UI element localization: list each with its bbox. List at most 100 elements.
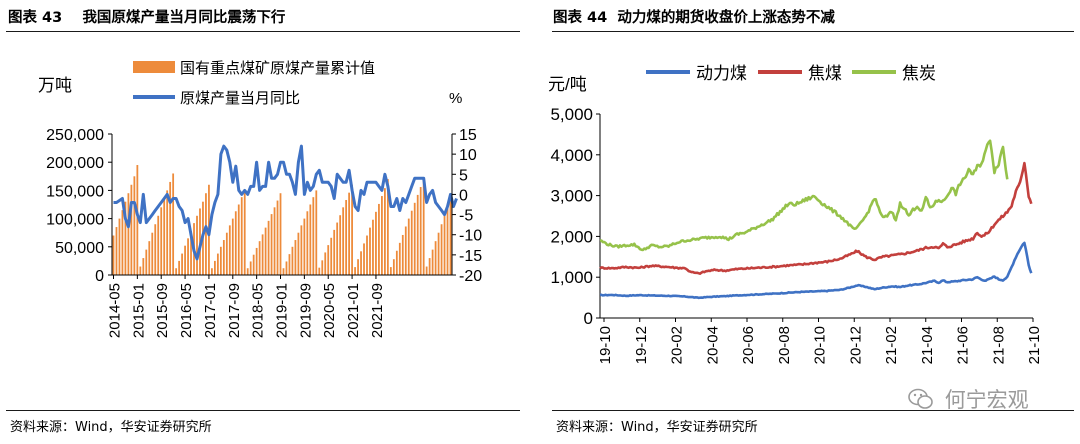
bar-mark <box>416 194 419 275</box>
x-tick-label: 2015-09 <box>154 283 171 338</box>
bar-mark <box>315 190 318 275</box>
bar-mark <box>428 258 431 275</box>
bar-mark <box>389 267 392 275</box>
bar-mark <box>375 211 377 275</box>
y-tick-label: 4,000 <box>550 146 593 165</box>
bar-mark <box>437 232 440 275</box>
right-y-tick-label: 15 <box>459 127 477 144</box>
bar-mark <box>372 219 374 275</box>
bar-mark <box>384 188 386 275</box>
bar-mark <box>148 241 151 275</box>
yoy-line-series <box>113 144 458 261</box>
x-tick-label: 2015-01 <box>130 283 147 338</box>
y-tick-label: 5,000 <box>550 105 593 124</box>
left-y-unit-label: 万吨 <box>38 76 72 95</box>
right-y-tick-label: -15 <box>459 248 482 265</box>
right-y-tick-label: 5 <box>459 167 468 184</box>
legend-label: 焦炭 <box>902 64 936 83</box>
y-tick-label: 1,000 <box>550 268 593 287</box>
bar-mark <box>243 190 246 275</box>
bar-mark <box>330 237 333 275</box>
bar-mark <box>133 176 136 275</box>
bar-mark <box>118 218 121 275</box>
bar-mark <box>425 266 428 275</box>
bar-mark <box>294 240 297 275</box>
x-tick-label: 2016-05 <box>178 283 195 338</box>
legend-label: 焦煤 <box>808 64 842 83</box>
y-unit-label: 元/吨 <box>548 75 587 94</box>
x-tick-label: 2017-01 <box>202 283 219 338</box>
bar-mark <box>258 241 261 275</box>
left-footer-rule <box>6 410 520 411</box>
bar-mark <box>130 184 133 275</box>
bar-mark <box>339 215 342 275</box>
bar-mark <box>348 192 350 275</box>
bar-mark <box>312 197 315 275</box>
bar-mark <box>184 245 186 275</box>
bar-mark <box>443 215 446 275</box>
bar-mark <box>419 187 422 275</box>
x-tick-label: 20-12 <box>847 326 864 364</box>
bar-mark <box>234 211 237 275</box>
bar-mark <box>181 253 183 275</box>
left-y-tick-label: 250,000 <box>46 127 104 144</box>
wechat-logo-icon <box>908 388 933 409</box>
bar-mark <box>318 267 321 275</box>
bar-mark <box>378 203 380 275</box>
bar-mark <box>169 181 172 275</box>
x-tick-label: 2014-05 <box>106 283 123 338</box>
x-tick-label: 2017-09 <box>226 283 243 338</box>
bar-mark <box>157 215 160 275</box>
x-tick-label: 21-08 <box>990 326 1007 364</box>
bar-mark <box>345 199 348 275</box>
bar-mark <box>112 235 115 275</box>
bar-mark <box>369 227 371 275</box>
bar-mark <box>225 232 228 275</box>
x-tick-label: 2018-05 <box>250 283 267 338</box>
right-figure-caption: 动力煤的期货收盘价上涨态势不减 <box>617 10 835 26</box>
x-tick-label: 2019-09 <box>297 283 314 338</box>
bar-mark <box>303 218 306 275</box>
left-title-rule <box>6 31 520 32</box>
right-title-rule <box>552 31 1074 32</box>
left-y-tick-label: 100,000 <box>46 212 104 229</box>
bar-mark <box>222 240 225 275</box>
bar-mark <box>351 184 353 275</box>
bar-mark <box>431 249 434 275</box>
bar-mark <box>273 207 276 275</box>
right-y-tick-label: -10 <box>459 228 482 245</box>
bar-mark <box>124 201 127 275</box>
bar-mark <box>279 193 282 275</box>
bar-mark <box>252 254 255 275</box>
x-tick-label: 19-12 <box>633 326 650 364</box>
coke-line-series <box>599 139 1009 252</box>
bar-mark <box>154 224 157 275</box>
left-figure-number: 图表 43 <box>8 10 63 26</box>
legend-bar-label: 国有重点煤矿原煤产量累计值 <box>180 60 375 77</box>
bar-mark <box>297 232 300 275</box>
bar-mark <box>434 241 437 275</box>
x-tick-label: 21-06 <box>955 326 972 364</box>
bar-mark <box>211 268 213 275</box>
x-tick-label: 20-06 <box>740 326 757 364</box>
right-y-unit-label: % <box>449 90 462 107</box>
bar-mark <box>214 260 216 275</box>
bar-mark <box>291 246 294 275</box>
bar-mark <box>127 193 130 275</box>
bar-mark <box>216 253 219 275</box>
x-tick-label: 20-02 <box>669 326 686 364</box>
left-y-tick-label: 150,000 <box>46 183 104 200</box>
bar-mark <box>363 243 365 275</box>
bar-mark <box>228 225 231 275</box>
y-tick-label: 2,000 <box>550 227 593 246</box>
bar-mark <box>246 268 249 275</box>
bar-mark <box>306 211 309 275</box>
bar-mark <box>139 266 142 275</box>
bar-mark <box>267 220 270 275</box>
x-tick-label: 2021-01 <box>345 283 362 338</box>
right-source-note: 资料来源：Wind，华安证券研究所 <box>556 420 758 435</box>
bar-mark <box>336 222 339 275</box>
bar-mark <box>386 179 389 275</box>
bar-mark <box>404 226 407 275</box>
